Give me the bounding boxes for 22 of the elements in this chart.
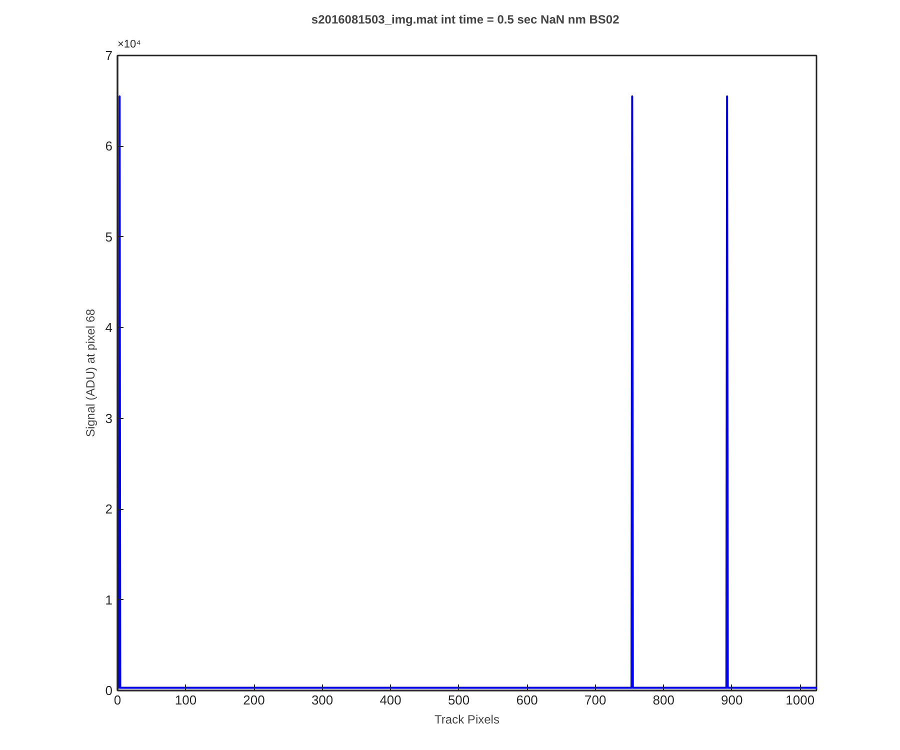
y-tick-label: 0	[105, 683, 113, 698]
x-tick-label: 500	[448, 692, 470, 708]
y-tick-label: 6	[105, 138, 113, 154]
y-tick-label: 1	[105, 592, 113, 608]
x-tick-label: 800	[652, 692, 674, 708]
x-tick-label: 300	[311, 692, 334, 708]
x-tick-label: 700	[584, 692, 606, 708]
y-tick-label: 2	[105, 502, 113, 517]
x-tick-label: 900	[721, 692, 743, 708]
x-tick-label: 1000	[786, 692, 815, 708]
x-tick-label: 200	[243, 692, 265, 708]
y-axis-title: Signal (ADU) at pixel 68	[83, 308, 98, 438]
chart-title: s2016081503_img.mat int time = 0.5 sec NaN nm BS02	[311, 12, 620, 26]
x-axis-title: Track Pixels	[434, 712, 500, 726]
y-tick-label: 4	[105, 320, 113, 336]
y-tick-label: 3	[105, 410, 113, 426]
x-tick-label: 400	[380, 692, 402, 708]
y-tick-label: 5	[105, 229, 113, 244]
text: ×10⁴	[118, 38, 142, 50]
x-tick-label: 600	[516, 692, 538, 708]
y-tick-label: 7	[105, 48, 113, 63]
x-tick-label: 100	[174, 692, 197, 708]
